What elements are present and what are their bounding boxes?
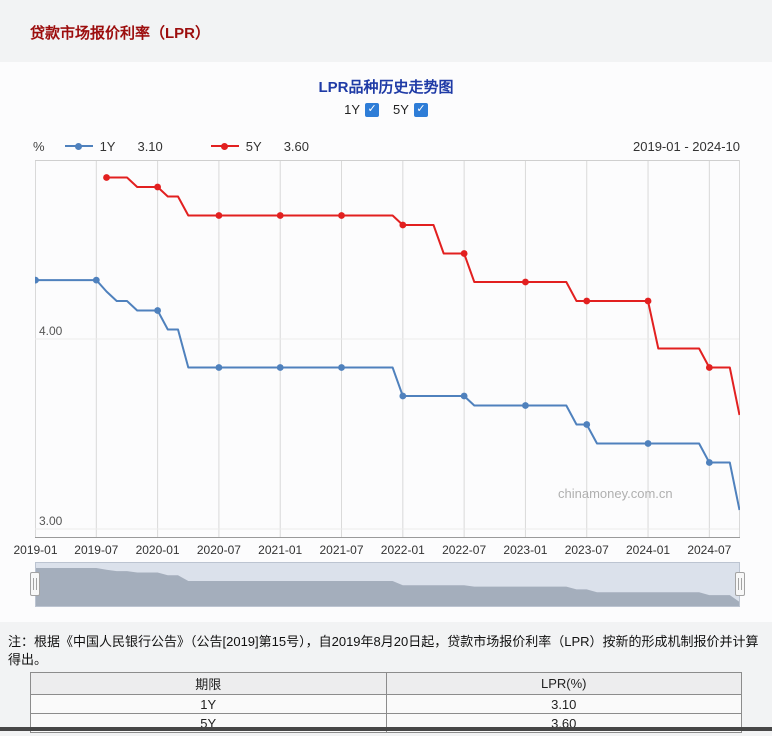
lpr-chart-card: LPR品种历史走势图 1Y 5Y % 1Y 3.10 5Y 3.60	[0, 62, 772, 622]
line-swatch-5y-icon	[210, 142, 239, 150]
x-axis-label: 2024-07	[687, 543, 732, 557]
toggle-1y-label: 1Y	[344, 102, 360, 117]
y-axis-unit: %	[33, 138, 45, 154]
x-axis-label: 2019-01	[13, 543, 58, 557]
y-axis-label: 3.00	[39, 514, 63, 528]
data-shadow-chart	[35, 562, 740, 607]
bottom-divider	[0, 727, 772, 731]
zoom-handle-right-icon[interactable]	[735, 572, 745, 596]
x-axis-label: 2024-01	[626, 543, 671, 557]
term-cell: 1Y	[30, 694, 387, 714]
table-header-term: 期限	[30, 672, 387, 695]
legend-label: 1Y	[99, 138, 116, 154]
table-header-lpr: LPR(%)	[385, 672, 742, 695]
x-axis-label: 2023-07	[564, 543, 609, 557]
chart-title: LPR品种历史走势图	[318, 79, 454, 96]
x-axis-label: 2021-01	[258, 543, 303, 557]
checkbox-checked-icon[interactable]	[365, 102, 379, 117]
x-axis-label: 2022-07	[442, 543, 487, 557]
legend-current-value: 3.10	[137, 138, 163, 154]
date-range: 2019-01 - 2024-10	[633, 138, 740, 154]
x-axis: 2019-01 2019-07 2020-01 2020-07 2021-01 2021-…	[0, 543, 772, 559]
toggle-1y[interactable]: 1Y	[344, 102, 379, 117]
series-toggles: 1Y 5Y	[0, 102, 772, 117]
line-swatch-1y-icon	[64, 142, 93, 150]
toggle-5y-label: 5Y	[393, 102, 409, 117]
data-zoom-navigator[interactable]	[35, 562, 740, 607]
x-axis-label: 2021-07	[319, 543, 364, 557]
legend-label: 5Y	[245, 138, 262, 154]
x-axis-label: 2020-01	[135, 543, 180, 557]
watermark: chinamoney.com.cn	[558, 486, 673, 501]
table-row: 1Y 3.10	[30, 694, 742, 714]
zoom-handle-left-icon[interactable]	[30, 572, 40, 596]
page-title: 贷款市场报价利率（LPR）	[30, 25, 211, 42]
checkbox-checked-icon[interactable]	[413, 102, 428, 117]
chart-legend: % 1Y 3.10 5Y 3.60 2019-01 - 2024-10	[33, 138, 740, 154]
legend-current-value: 3.60	[283, 138, 309, 154]
lpr-table: 期限 LPR(%) 1Y 3.10 5Y 3.60	[30, 672, 742, 733]
legend-item-1y: 1Y 3.10	[64, 138, 163, 154]
table-header-row: 期限 LPR(%)	[30, 672, 742, 695]
x-axis-label: 2019-07	[74, 543, 119, 557]
x-axis-label: 2023-01	[503, 543, 548, 557]
plot-area[interactable]: chinamoney.com.cn 4.00 3.00	[35, 160, 740, 538]
x-axis-label: 2022-01	[380, 543, 425, 557]
legend-item-5y: 5Y 3.60	[210, 138, 309, 154]
rate-cell: 3.10	[385, 694, 742, 714]
footnote: 注：根据《中国人民银行公告》（公告[2019]第15号），自2019年8月20日…	[8, 634, 759, 668]
line-chart[interactable]	[35, 160, 740, 538]
x-axis-label: 2020-07	[196, 543, 241, 557]
toggle-5y[interactable]: 5Y	[393, 102, 428, 117]
y-axis-label: 4.00	[39, 324, 63, 338]
